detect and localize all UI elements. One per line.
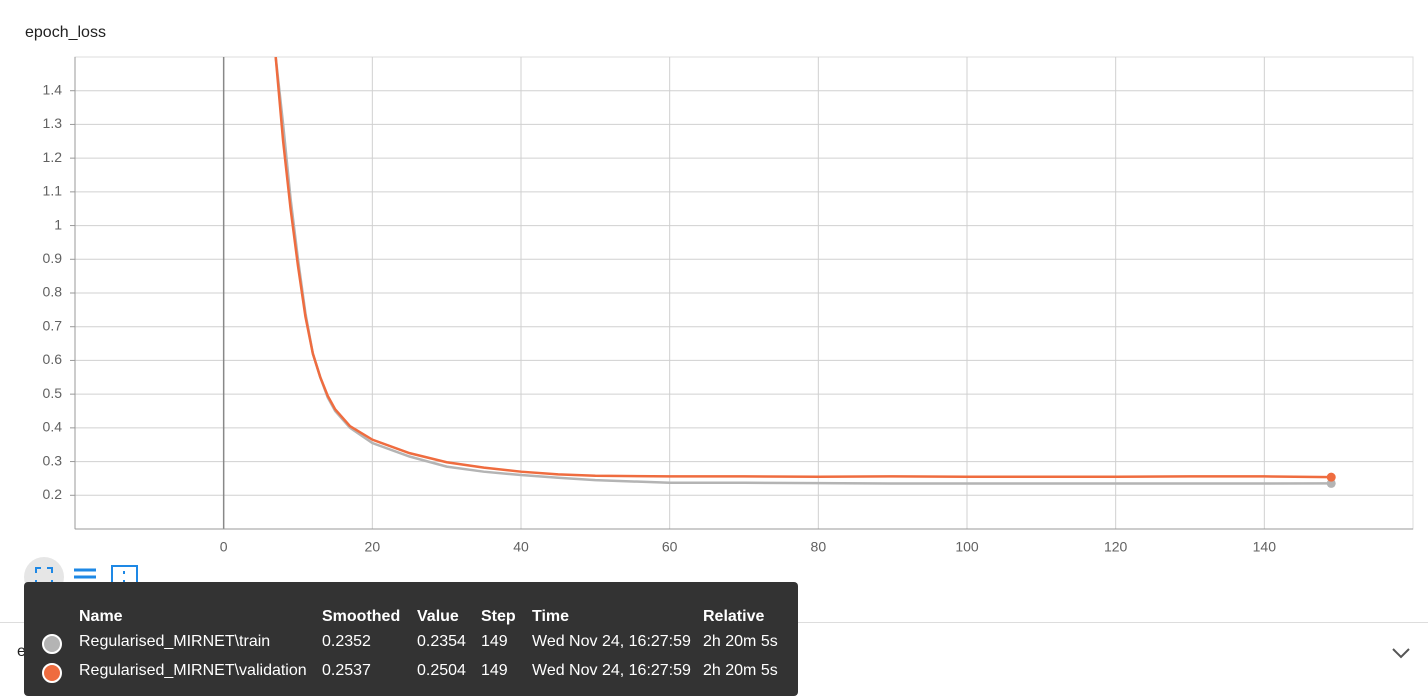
fit-icon[interactable] [35, 567, 53, 586]
series-line [274, 57, 1332, 479]
tooltip-swatch [42, 634, 62, 654]
y-tick-label: 0.6 [43, 351, 63, 367]
tooltip-cell: Wed Nov 24, 16:27:59 [532, 633, 691, 650]
tooltip-header: Name [79, 608, 123, 625]
y-tick-label: 1.1 [43, 183, 63, 199]
y-tick-label: 1.2 [43, 149, 63, 165]
y-tick-label: 0.3 [43, 452, 63, 468]
tooltip-header: Value [417, 608, 459, 625]
tooltip-cell: 2h 20m 5s [703, 633, 778, 650]
x-tick-label: 140 [1253, 539, 1277, 555]
card-title: epoch_loss [25, 24, 106, 41]
tooltip: Name Smoothed Value Step Time Relative Regular… [24, 582, 798, 696]
x-tick-label: 0 [220, 539, 228, 555]
tooltip-header: Step [481, 608, 516, 625]
x-tick-label: 100 [955, 539, 979, 555]
tooltip-cell: 0.2537 [322, 662, 371, 679]
y-tick-label: 1.4 [43, 81, 63, 97]
tooltip-swatch [42, 663, 62, 683]
tooltip-cell: Wed Nov 24, 16:27:59 [532, 662, 691, 679]
tooltip-cell: 0.2352 [322, 633, 371, 650]
y-tick-label: 1 [54, 216, 62, 232]
tooltip-cell: 0.2504 [417, 662, 466, 679]
series-end-marker [1326, 472, 1336, 482]
x-tick-label: 80 [811, 539, 827, 555]
y-tick-label: 0.8 [43, 284, 63, 300]
series-line [274, 57, 1332, 485]
series-end-marker [1326, 478, 1336, 488]
y-tick-label: 0.4 [43, 419, 63, 435]
tooltip-cell: 0.2354 [417, 633, 466, 650]
x-tick-label: 60 [662, 539, 678, 555]
y-tick-label: 1.3 [43, 115, 63, 131]
tooltip-cell: 149 [481, 662, 508, 679]
x-tick-label: 20 [365, 539, 381, 555]
x-tick-label: 120 [1104, 539, 1128, 555]
tooltip-cell: Regularised_MIRNET\validation [79, 662, 307, 679]
x-tick-label: 40 [513, 539, 529, 555]
tooltip-header: Smoothed [322, 608, 401, 625]
y-tick-label: 0.2 [43, 486, 63, 502]
y-tick-label: 0.7 [43, 317, 63, 333]
chart: 0.2 0.3 0.4 0.5 0.6 0.7 0.8 0.9 1 1.1 1.2 1.3 1.4 0 20… [43, 56, 1414, 555]
tooltip-cell: 2h 20m 5s [703, 662, 778, 679]
tooltip-header: Time [532, 608, 570, 625]
y-tick-label: 0.5 [43, 385, 63, 401]
expand-icon[interactable] [1391, 647, 1411, 659]
tooltip-cell: Regularised_MIRNET\train [79, 633, 271, 650]
tooltip-header: Relative [703, 608, 765, 625]
tooltip-cell: 149 [481, 633, 508, 650]
y-tick-label: 0.9 [43, 250, 63, 266]
